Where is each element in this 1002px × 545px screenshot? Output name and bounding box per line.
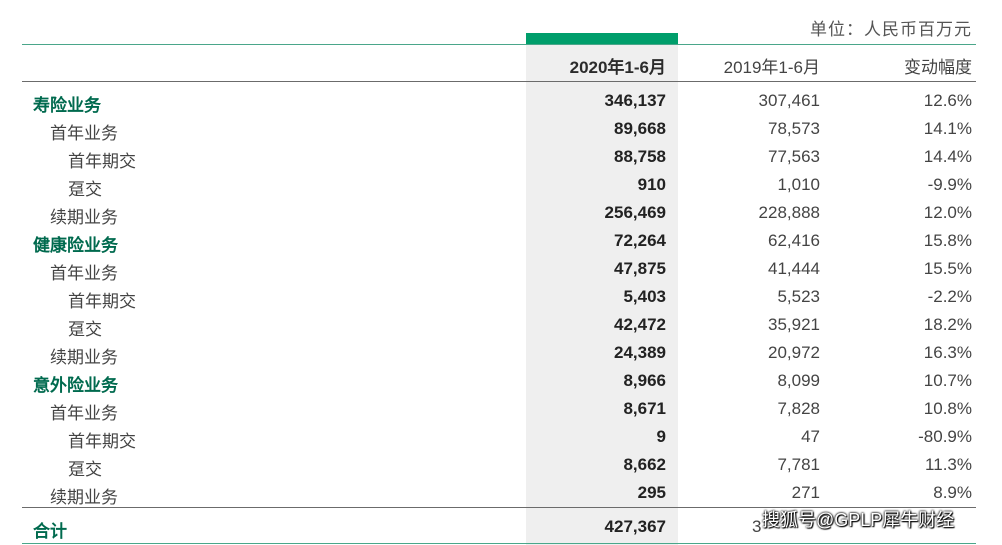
cell-change: 8.9% bbox=[933, 483, 972, 502]
cell-change: 10.8% bbox=[923, 399, 972, 418]
cell-change: 14.1% bbox=[923, 119, 972, 138]
total-row: 合计 427,367 3 bbox=[0, 508, 1002, 543]
row-label: 首年业务 bbox=[50, 264, 118, 283]
total-prior: 3 bbox=[752, 517, 762, 536]
cell-change: 12.6% bbox=[923, 91, 972, 110]
cell-current: 9 bbox=[656, 427, 666, 446]
cell-current: 346,137 bbox=[604, 91, 666, 110]
cell-change: -2.2% bbox=[927, 287, 972, 306]
row-label: 健康险业务 bbox=[33, 236, 118, 255]
cell-current: 8,662 bbox=[623, 455, 666, 474]
cell-current: 47,875 bbox=[614, 259, 666, 278]
cell-prior: 228,888 bbox=[758, 203, 820, 222]
table-row: 意外险业务 8,966 8,099 10.7% bbox=[0, 367, 1002, 395]
top-rule bbox=[22, 44, 976, 45]
cell-prior: 47 bbox=[801, 427, 820, 446]
cell-prior: 5,523 bbox=[777, 287, 820, 306]
cell-change: 12.0% bbox=[923, 203, 972, 222]
row-label: 首年业务 bbox=[50, 124, 118, 143]
table-row: 寿险业务 346,137 307,461 12.6% bbox=[0, 87, 1002, 115]
table-row: 首年期交 5,403 5,523 -2.2% bbox=[0, 283, 1002, 311]
cell-change: -80.9% bbox=[918, 427, 972, 446]
cell-change: 16.3% bbox=[923, 343, 972, 362]
row-label: 首年期交 bbox=[68, 292, 136, 311]
total-current: 427,367 bbox=[604, 517, 666, 536]
total-rule bbox=[22, 507, 976, 508]
current-period-highlight bbox=[526, 33, 678, 545]
table-row: 首年期交 9 47 -80.9% bbox=[0, 423, 1002, 451]
cell-current: 24,389 bbox=[614, 343, 666, 362]
cell-current: 5,403 bbox=[623, 287, 666, 306]
row-label: 趸交 bbox=[68, 180, 102, 199]
cell-prior: 20,972 bbox=[768, 343, 820, 362]
cell-change: 18.2% bbox=[923, 315, 972, 334]
cell-prior: 307,461 bbox=[758, 91, 820, 110]
table-row: 首年业务 47,875 41,444 15.5% bbox=[0, 255, 1002, 283]
cell-prior: 78,573 bbox=[768, 119, 820, 138]
cell-change: 10.7% bbox=[923, 371, 972, 390]
cell-current: 8,671 bbox=[623, 399, 666, 418]
cell-current: 42,472 bbox=[614, 315, 666, 334]
column-header-change: 变动幅度 bbox=[904, 58, 972, 77]
total-label: 合计 bbox=[33, 522, 67, 541]
unit-label: 单位：人民币百万元 bbox=[810, 20, 972, 39]
row-label: 趸交 bbox=[68, 320, 102, 339]
table-row: 首年期交 88,758 77,563 14.4% bbox=[0, 143, 1002, 171]
cell-current: 88,758 bbox=[614, 147, 666, 166]
cell-prior: 8,099 bbox=[777, 371, 820, 390]
row-label: 寿险业务 bbox=[33, 96, 101, 115]
cell-change: -9.9% bbox=[927, 175, 972, 194]
cell-change: 15.8% bbox=[923, 231, 972, 250]
header-rule bbox=[22, 81, 976, 82]
watermark-text: 搜狐号@GPLP犀牛财经 bbox=[762, 510, 955, 530]
cell-current: 295 bbox=[637, 483, 666, 502]
cell-prior: 41,444 bbox=[768, 259, 820, 278]
cell-prior: 1,010 bbox=[777, 175, 820, 194]
table-row: 首年业务 89,668 78,573 14.1% bbox=[0, 115, 1002, 143]
table-row: 续期业务 256,469 228,888 12.0% bbox=[0, 199, 1002, 227]
cell-prior: 271 bbox=[791, 483, 820, 502]
table-row: 首年业务 8,671 7,828 10.8% bbox=[0, 395, 1002, 423]
cell-prior: 7,828 bbox=[777, 399, 820, 418]
table-row: 健康险业务 72,264 62,416 15.8% bbox=[0, 227, 1002, 255]
table-row: 续期业务 295 271 8.9% bbox=[0, 479, 1002, 507]
table-row: 趸交 42,472 35,921 18.2% bbox=[0, 311, 1002, 339]
cell-prior: 7,781 bbox=[777, 455, 820, 474]
table-row: 趸交 8,662 7,781 11.3% bbox=[0, 451, 1002, 479]
cell-current: 8,966 bbox=[623, 371, 666, 390]
column-header-current: 2020年1-6月 bbox=[569, 58, 666, 77]
row-label: 续期业务 bbox=[50, 488, 118, 507]
column-header-prior: 2019年1-6月 bbox=[723, 58, 820, 77]
row-label: 首年业务 bbox=[50, 404, 118, 423]
cell-prior: 35,921 bbox=[768, 315, 820, 334]
bottom-rule bbox=[22, 543, 976, 544]
row-label: 趸交 bbox=[68, 460, 102, 479]
cell-change: 15.5% bbox=[923, 259, 972, 278]
row-label: 续期业务 bbox=[50, 348, 118, 367]
cell-current: 89,668 bbox=[614, 119, 666, 138]
cell-prior: 62,416 bbox=[768, 231, 820, 250]
row-label: 续期业务 bbox=[50, 208, 118, 227]
row-label: 首年期交 bbox=[68, 432, 136, 451]
table-body: 寿险业务 346,137 307,461 12.6% 首年业务 89,668 78,573 1… bbox=[0, 87, 1002, 507]
table-row: 趸交 910 1,010 -9.9% bbox=[0, 171, 1002, 199]
table-row: 续期业务 24,389 20,972 16.3% bbox=[0, 339, 1002, 367]
cell-change: 11.3% bbox=[925, 455, 972, 474]
row-label: 首年期交 bbox=[68, 152, 136, 171]
row-label: 意外险业务 bbox=[33, 376, 118, 395]
cell-prior: 77,563 bbox=[768, 147, 820, 166]
cell-current: 72,264 bbox=[614, 231, 666, 250]
cell-current: 256,469 bbox=[604, 203, 666, 222]
cell-current: 910 bbox=[637, 175, 666, 194]
cell-change: 14.4% bbox=[923, 147, 972, 166]
current-period-accent-bar bbox=[526, 33, 678, 44]
